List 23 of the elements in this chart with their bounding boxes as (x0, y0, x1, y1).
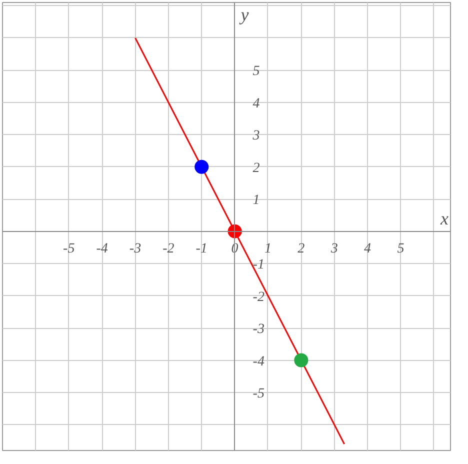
y-tick-label: -4 (252, 354, 264, 370)
x-tick-label: 3 (330, 241, 338, 256)
y-axis-title: y (238, 4, 249, 24)
y-tick-label: -3 (252, 322, 264, 338)
y-tick-label: -5 (252, 386, 264, 402)
x-tick-label: -1 (196, 241, 208, 256)
x-tick-label: 4 (364, 241, 372, 256)
y-tick-label: 4 (252, 96, 260, 112)
y-tick-label: -1 (252, 258, 264, 273)
y-tick-label: 1 (252, 193, 260, 208)
y-tick-label: -2 (252, 290, 264, 305)
x-tick-label: -5 (63, 241, 75, 256)
y-tick-label: 5 (252, 64, 260, 80)
x-tick-label: 2 (298, 241, 305, 256)
y-tick-label: 2 (252, 160, 260, 176)
y-tick-label: 3 (252, 128, 260, 144)
x-axis-title: x (440, 208, 449, 228)
point (194, 160, 209, 174)
x-tick-label: -4 (96, 241, 108, 256)
x-tick-label: -3 (129, 241, 142, 256)
x-tick-label: -2 (162, 241, 174, 256)
point (294, 353, 308, 368)
x-tick-label: 5 (397, 241, 404, 256)
